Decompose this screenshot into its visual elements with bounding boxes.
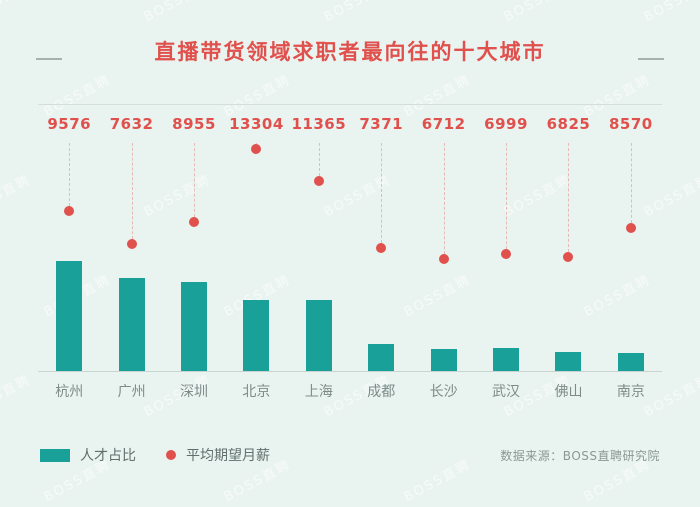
talent-bar xyxy=(305,299,332,371)
salary-value-label: 9576 xyxy=(47,115,92,133)
page-title: 直播带货领域求职者最向往的十大城市 xyxy=(154,40,546,64)
chart-column-南京: 8570 南京 xyxy=(600,115,662,403)
plot-area xyxy=(600,141,662,371)
right-edge-dash xyxy=(638,58,664,60)
chart-column-佛山: 6825 佛山 xyxy=(537,115,599,403)
salary-dot xyxy=(64,206,75,217)
salary-dot xyxy=(376,243,387,253)
dot-connector-line xyxy=(381,143,383,243)
chart-column-广州: 7632 广州 xyxy=(100,115,162,403)
salary-dot xyxy=(251,144,262,154)
plot-area xyxy=(225,141,287,371)
city-label: 深圳 xyxy=(180,384,209,400)
salary-value-label: 6712 xyxy=(421,115,466,133)
talent-bar xyxy=(617,353,644,371)
city-label: 长沙 xyxy=(429,384,458,400)
chart-column-武汉: 6999 武汉 xyxy=(475,115,537,403)
data-source-text: 数据来源：BOSS直聘研究院 xyxy=(500,448,660,463)
top-divider-line xyxy=(38,104,662,105)
city-label: 北京 xyxy=(242,384,271,400)
chart-column-北京: 13304 北京 xyxy=(225,115,287,403)
city-label: 佛山 xyxy=(554,384,583,400)
plot-area xyxy=(537,141,599,371)
chart-column-杭州: 9576 杭州 xyxy=(38,115,100,403)
chart-column-深圳: 8955 深圳 xyxy=(163,115,225,403)
dot-connector-line xyxy=(318,143,320,177)
plot-area xyxy=(288,141,350,371)
dot-connector-line xyxy=(506,143,508,250)
talent-bar xyxy=(181,281,208,371)
city-label: 武汉 xyxy=(492,384,521,400)
salary-dot xyxy=(438,254,449,264)
plot-area xyxy=(38,141,100,371)
dot-legend-label: 平均期望月薪 xyxy=(186,448,270,464)
salary-dot xyxy=(126,238,137,249)
chart-column-长沙: 6712 长沙 xyxy=(412,115,474,403)
dot-legend-swatch xyxy=(166,450,176,460)
talent-bar xyxy=(118,277,145,371)
dot-connector-line xyxy=(256,143,258,144)
salary-value-label: 7632 xyxy=(109,115,154,133)
legend: 人才占比 平均期望月薪 xyxy=(40,445,300,465)
salary-dot xyxy=(313,176,324,187)
city-label: 成都 xyxy=(367,384,396,400)
salary-dot xyxy=(563,252,574,263)
salary-value-label: 8570 xyxy=(608,115,653,133)
bar-legend-swatch xyxy=(40,448,70,462)
dot-connector-line xyxy=(568,143,570,253)
salary-value-label: 13304 xyxy=(229,115,284,133)
talent-bar xyxy=(493,347,520,371)
chart-column-成都: 7371 成都 xyxy=(350,115,412,403)
plot-area xyxy=(350,141,412,371)
left-edge-dash xyxy=(36,58,62,60)
salary-dot xyxy=(625,222,636,233)
x-axis-line xyxy=(38,371,662,372)
talent-bar xyxy=(368,343,395,371)
bar-legend-label: 人才占比 xyxy=(80,448,136,464)
plot-area xyxy=(100,141,162,371)
dot-connector-line xyxy=(443,143,445,254)
dot-connector-line xyxy=(69,143,71,207)
city-label: 杭州 xyxy=(55,384,84,400)
plot-area xyxy=(475,141,537,371)
plot-area xyxy=(412,141,474,371)
header: 直播带货领域求职者最向往的十大城市 xyxy=(0,0,700,66)
talent-bar xyxy=(555,352,582,371)
city-label: 上海 xyxy=(304,384,333,400)
talent-bar xyxy=(430,349,457,371)
salary-dot xyxy=(189,216,200,227)
plot-area xyxy=(163,141,225,371)
city-label: 南京 xyxy=(616,384,645,400)
salary-value-label: 8955 xyxy=(172,115,216,133)
dot-connector-line xyxy=(131,143,133,239)
dot-connector-line xyxy=(630,143,632,223)
footer: 人才占比 平均期望月薪 数据来源：BOSS直聘研究院 xyxy=(40,445,660,465)
salary-value-label: 11365 xyxy=(291,115,347,133)
talent-bar xyxy=(243,299,270,371)
salary-dot xyxy=(501,249,512,260)
salary-value-label: 7371 xyxy=(359,115,404,133)
talent-bar xyxy=(56,261,83,371)
dot-connector-line xyxy=(194,143,196,217)
chart-column-上海: 11365 上海 xyxy=(288,115,350,403)
city-label: 广州 xyxy=(117,384,146,400)
bar-dot-chart: 9576 杭州 7632 广州 8955 深圳 13304 北京 11365 上海 7371 成都 67… xyxy=(38,115,662,403)
salary-value-label: 6999 xyxy=(484,115,528,133)
salary-value-label: 6825 xyxy=(546,115,591,133)
